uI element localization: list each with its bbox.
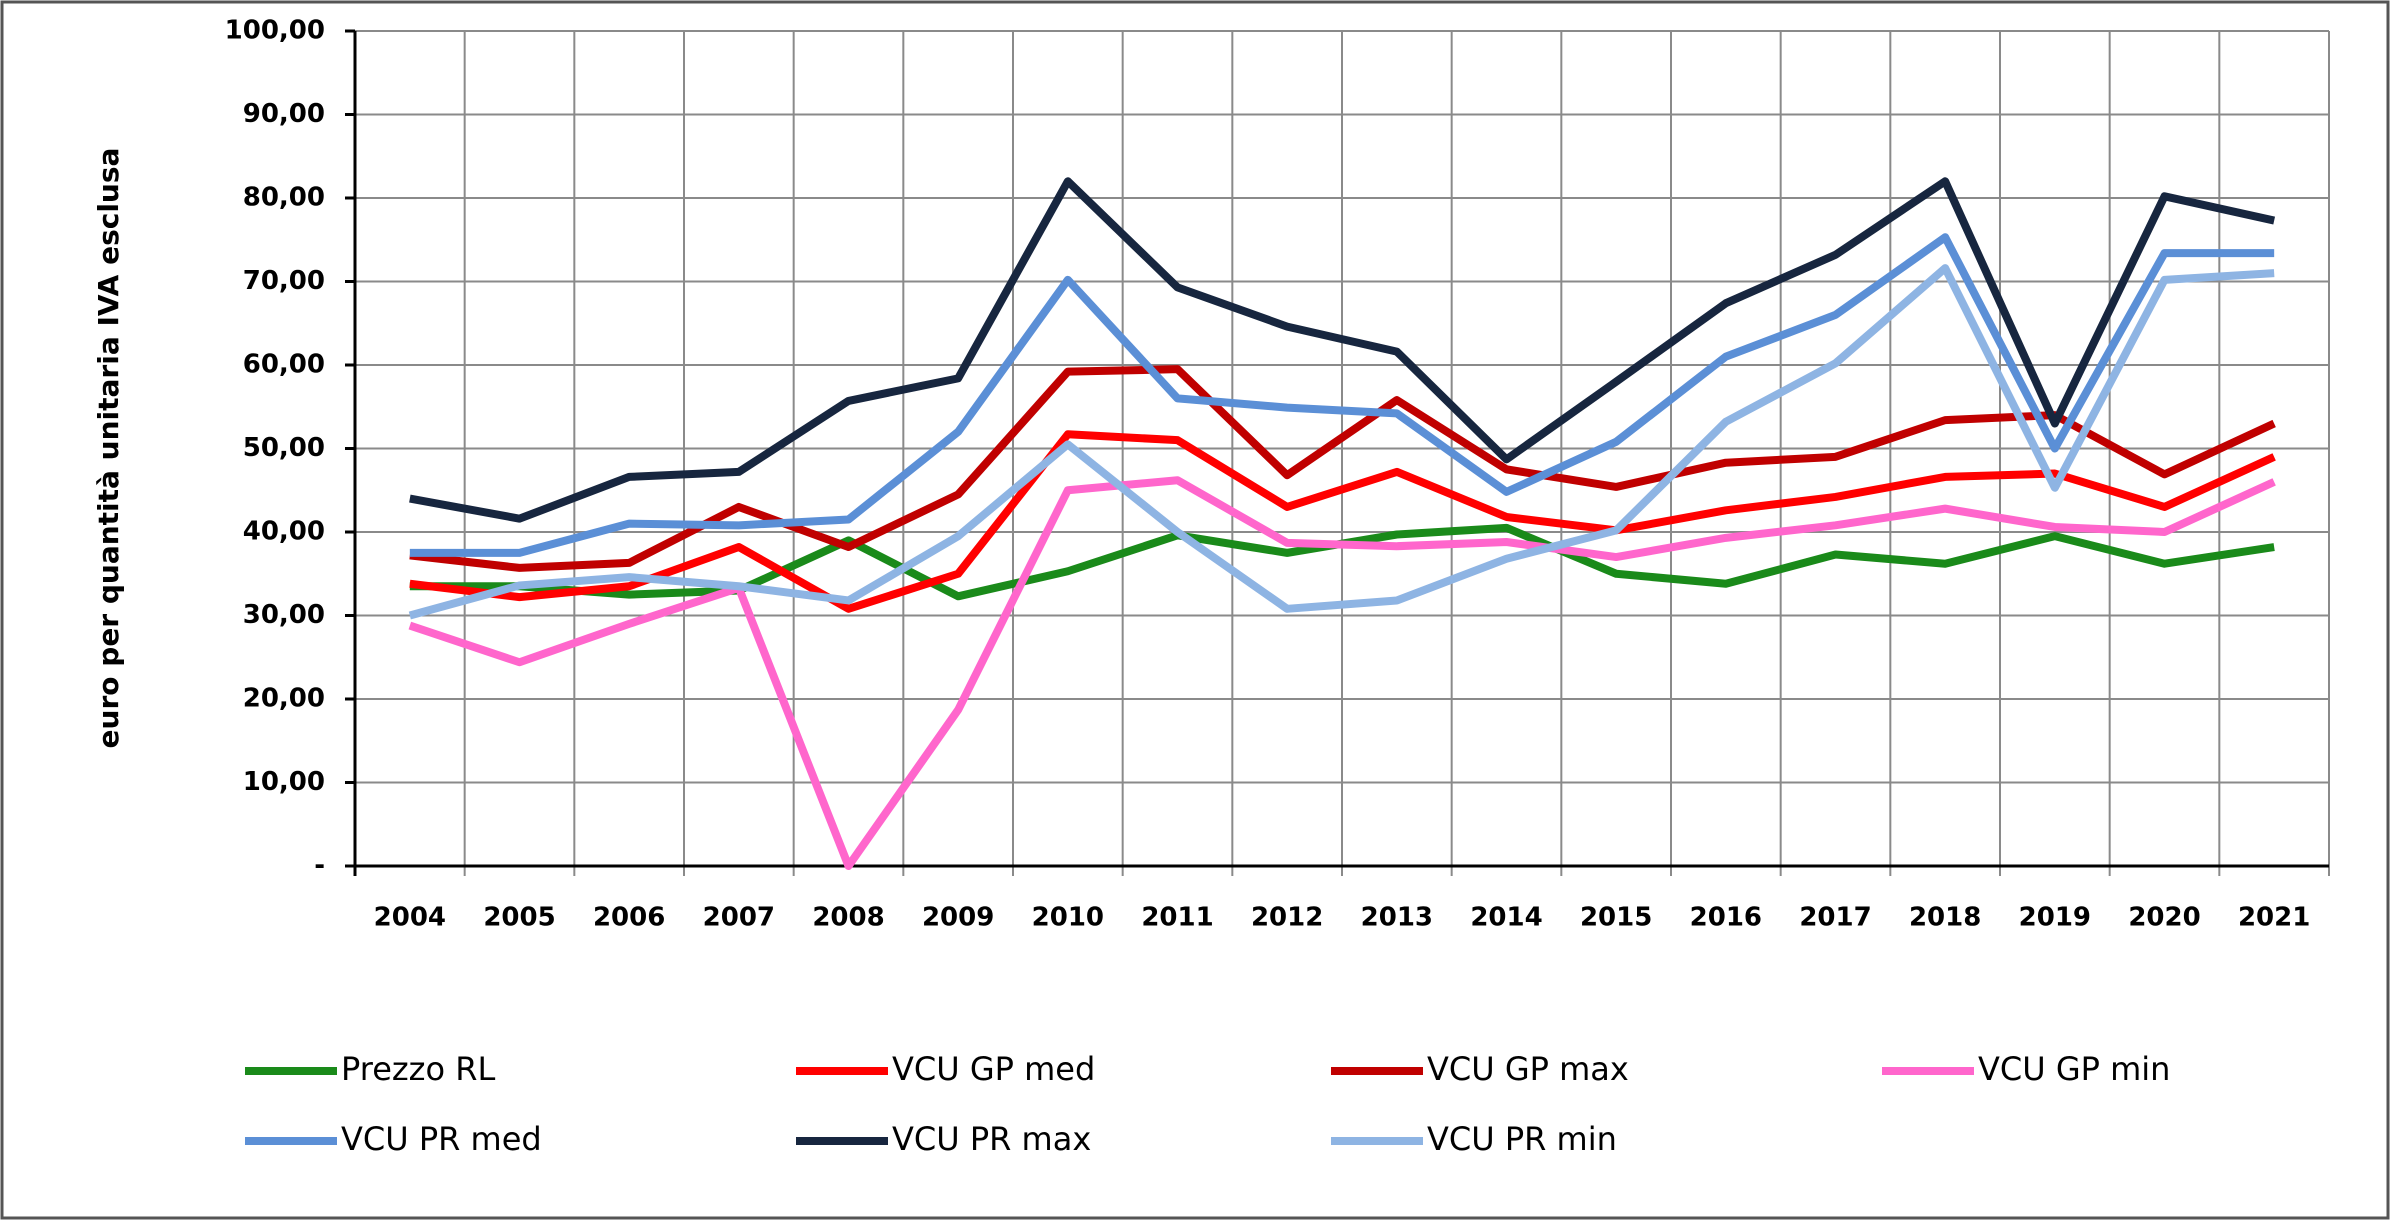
x-tick-label: 2012 [1251, 903, 1323, 933]
x-tick-label: 2007 [703, 903, 775, 933]
legend-label: VCU PR med [341, 1120, 542, 1158]
x-tick-label: 2015 [1580, 903, 1652, 933]
x-tick-label: 2019 [2019, 903, 2091, 933]
x-tick-label: 2013 [1361, 903, 1433, 933]
series-line [409, 233, 2275, 557]
legend-label: VCU GP min [1978, 1050, 2170, 1088]
y-tick-label: 100,00 [225, 16, 325, 46]
legend-label: Prezzo RL [341, 1050, 495, 1088]
legend-label: VCU PR min [1427, 1120, 1617, 1158]
y-tick-label: 20,00 [243, 684, 325, 714]
series-line [409, 365, 2276, 572]
legend-label: VCU GP med [892, 1050, 1095, 1088]
y-tick-label: 30,00 [243, 600, 325, 630]
legend-label: VCU PR max [892, 1120, 1091, 1158]
x-tick-label: 2018 [1909, 903, 1981, 933]
y-tick-label: 40,00 [243, 517, 325, 547]
y-tick-label: 50,00 [243, 433, 325, 463]
x-tick-label: 2005 [483, 903, 555, 933]
x-tick-label: 2011 [1141, 903, 1213, 933]
series-line [409, 430, 2276, 613]
x-tick-label: 2004 [374, 903, 446, 933]
x-tick-label: 2014 [1470, 903, 1542, 933]
x-tick-label: 2009 [922, 903, 994, 933]
y-tick-label: 10,00 [243, 767, 325, 797]
series-line [408, 476, 2276, 870]
x-tick-label: 2017 [1799, 903, 1871, 933]
y-tick-label: 60,00 [243, 350, 325, 380]
x-tick-label: 2010 [1032, 903, 1104, 933]
series-line [408, 264, 2275, 620]
series-line [409, 177, 2276, 523]
y-tick-label: - [314, 851, 325, 881]
x-tick-label: 2008 [812, 903, 884, 933]
legend-label: VCU GP max [1427, 1050, 1629, 1088]
y-tick-label: 70,00 [243, 266, 325, 296]
y-tick-label: 80,00 [243, 183, 325, 213]
y-axis-title: euro per quantità unitaria IVA esclusa [92, 148, 125, 749]
x-tick-label: 2020 [2128, 903, 2200, 933]
x-tick-label: 2016 [1690, 903, 1762, 933]
y-tick-label: 90,00 [243, 99, 325, 129]
x-tick-label: 2006 [593, 903, 665, 933]
x-tick-label: 2021 [2238, 903, 2310, 933]
